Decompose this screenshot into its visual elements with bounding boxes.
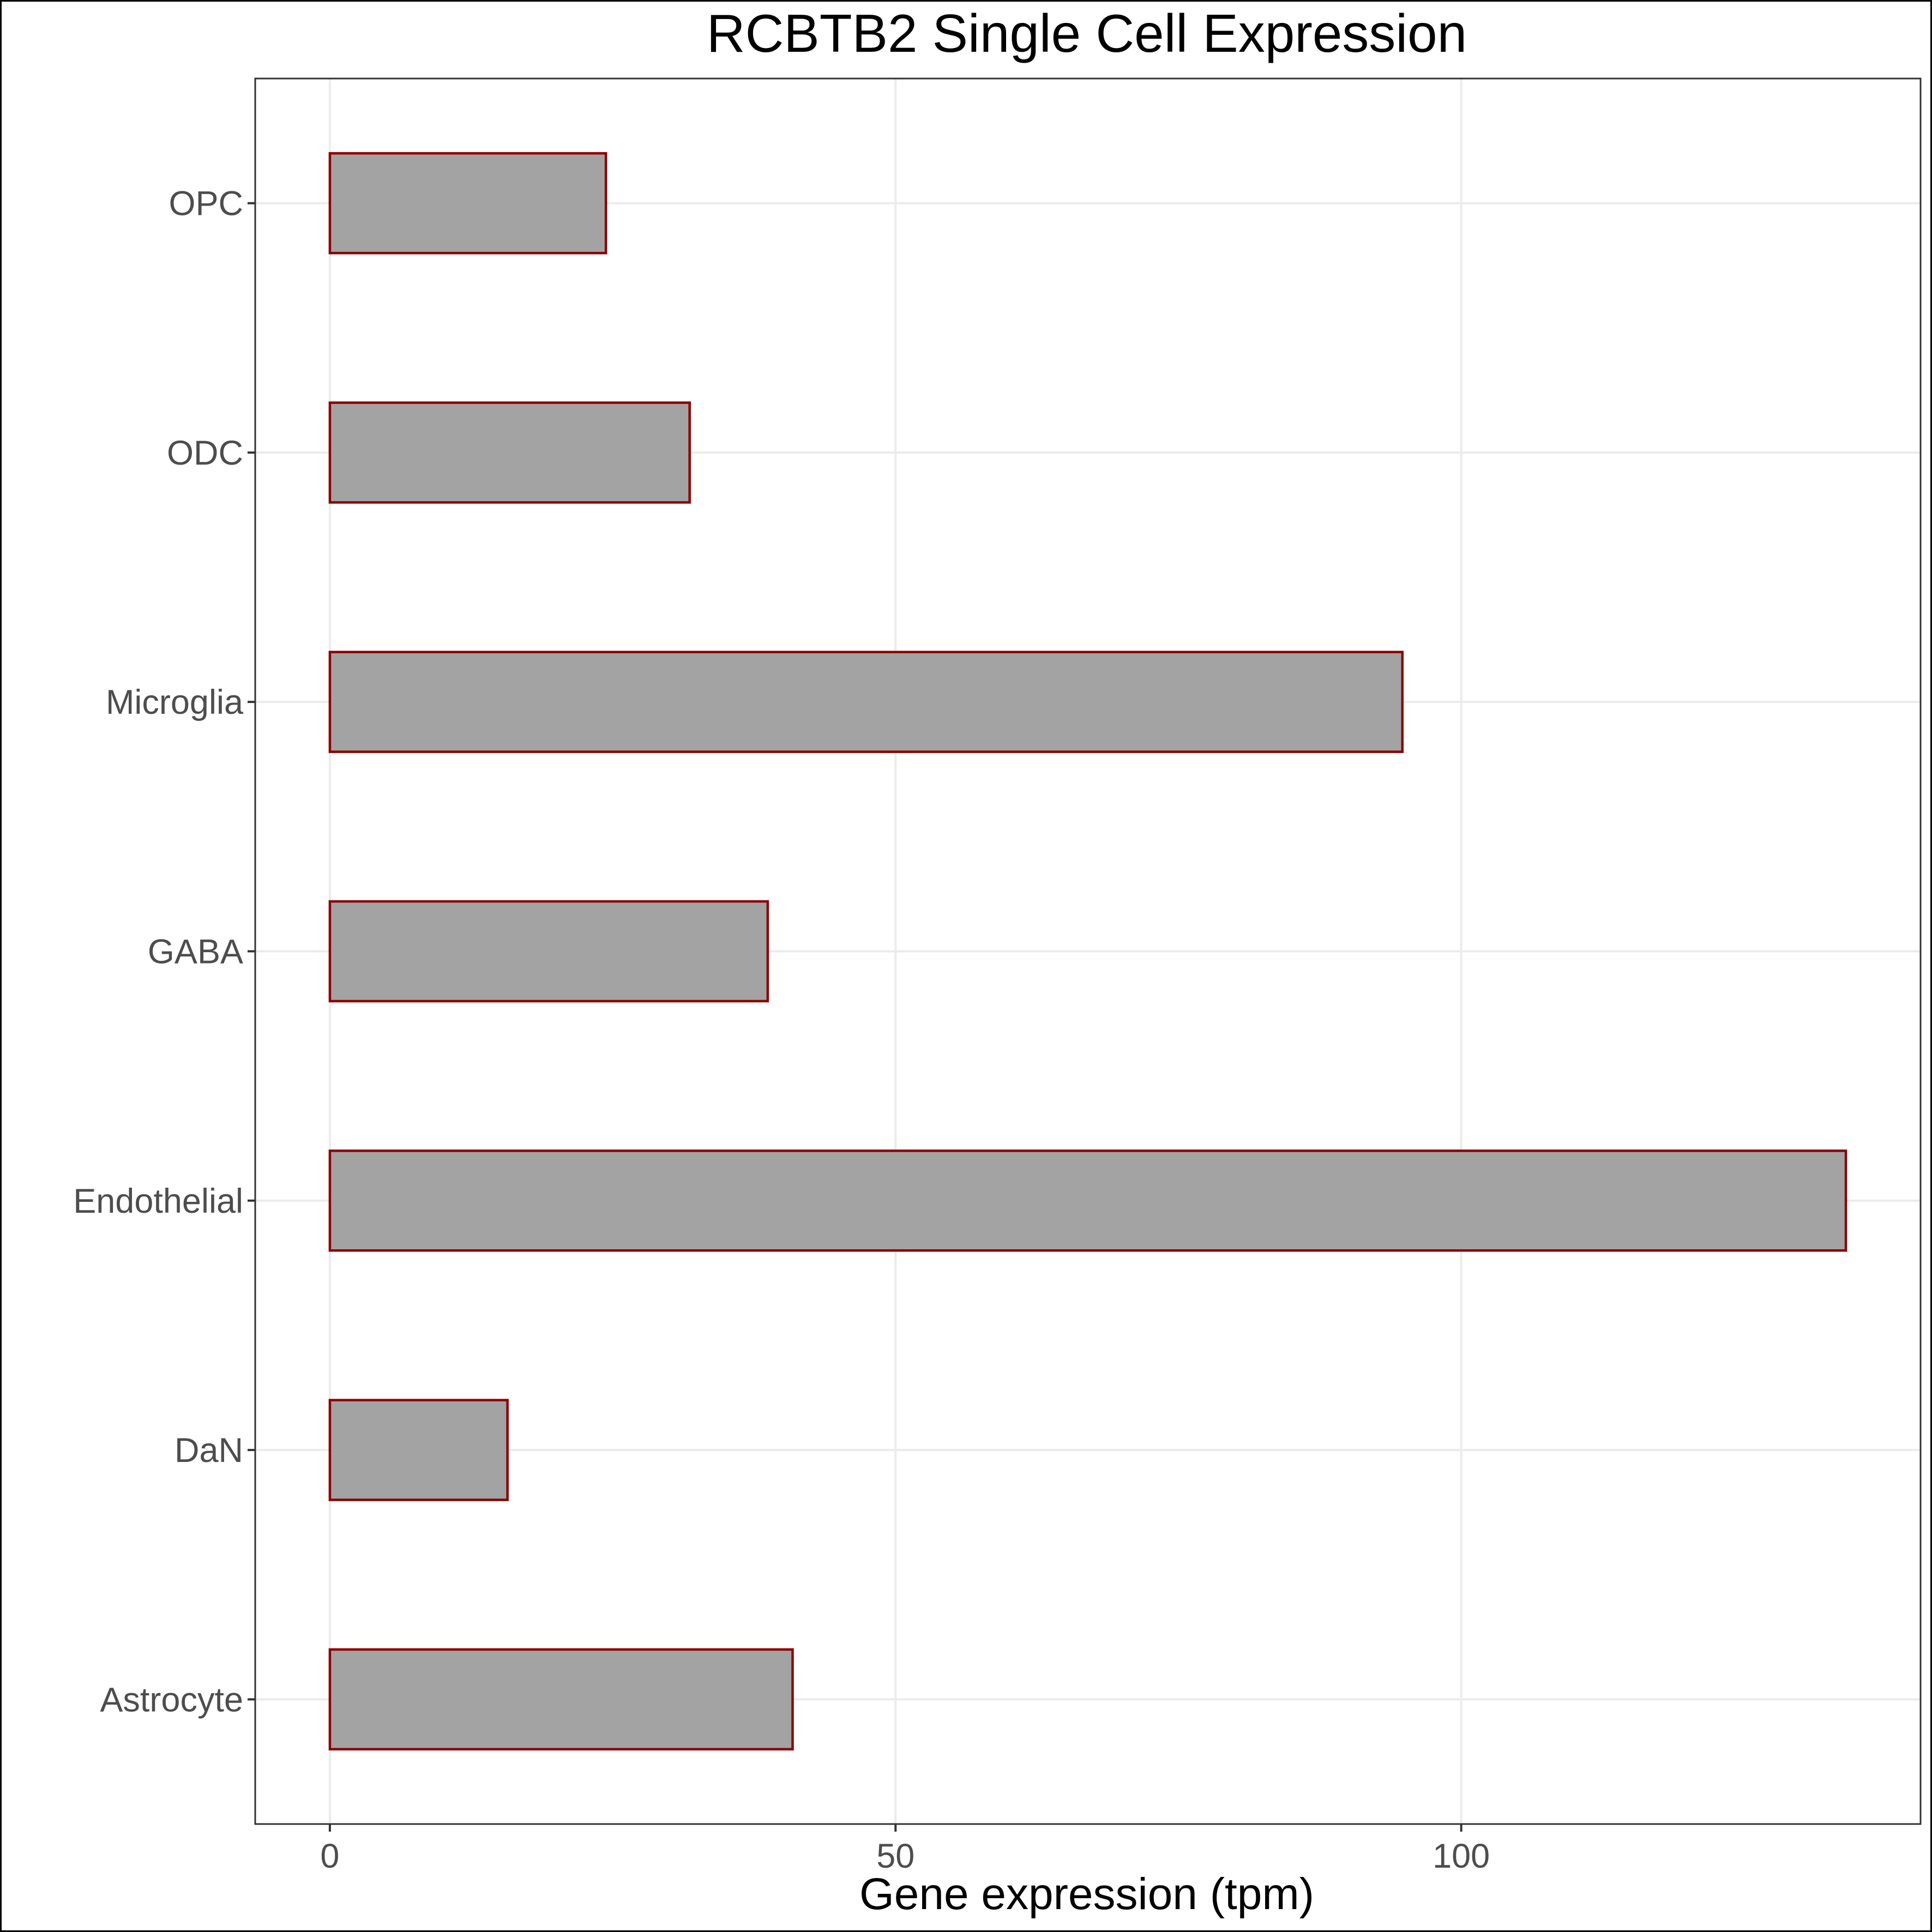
bar-gaba [328, 900, 769, 1003]
y-tick-label-microglia: Microglia [106, 683, 244, 721]
bar-microglia [328, 651, 1404, 753]
x-tick-label-0: 0 [320, 1837, 339, 1875]
x-axis-title: Gene expression (tpm) [859, 1869, 1314, 1919]
bar-odc [328, 401, 691, 504]
x-axis-ticks: 0 50 100 [320, 1824, 1490, 1875]
bar-astrocyte [328, 1648, 794, 1751]
bar-dan [328, 1399, 509, 1501]
y-tick-label-dan: DaN [174, 1431, 243, 1470]
x-tick-label-100: 100 [1433, 1837, 1490, 1875]
x-tick-label-50: 50 [876, 1837, 914, 1875]
y-tick-label-endothelial: Endothelial [73, 1182, 243, 1220]
chart-title: RCBTB2 Single Cell Expression [707, 3, 1467, 63]
bar-layer [328, 152, 1847, 1751]
y-tick-label-opc: OPC [168, 185, 243, 223]
y-tick-label-gaba: GABA [148, 933, 243, 971]
y-axis-ticks: Astrocyte DaN Endothelial GABA Microglia ODC O… [73, 185, 255, 1719]
bar-endothelial [328, 1149, 1847, 1252]
y-tick-label-odc: ODC [167, 434, 243, 472]
y-tick-label-astrocyte: Astrocyte [100, 1681, 243, 1719]
bar-opc [328, 152, 607, 255]
